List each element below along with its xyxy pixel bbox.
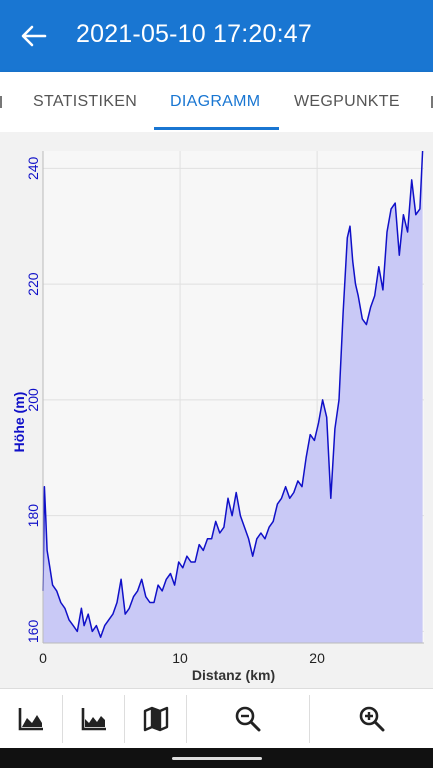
y-tick-label: 160: [25, 620, 41, 644]
tab-wegpunkte[interactable]: WEGPUNKTE: [294, 93, 400, 110]
x-tick-label: 0: [39, 650, 47, 666]
tab-statistiken[interactable]: STATISTIKEN: [33, 93, 138, 110]
zoom-out-button[interactable]: [187, 689, 309, 749]
speed-profile-icon: [81, 708, 106, 731]
active-tab-indicator: [154, 127, 279, 130]
zoom-in-icon: [359, 706, 384, 732]
zoom-out-icon: [235, 706, 261, 732]
home-gesture-pill[interactable]: [172, 757, 262, 760]
arrow-back-icon: [21, 25, 47, 47]
toolbar-divider: [124, 695, 125, 743]
speed-profile-button[interactable]: [63, 689, 124, 749]
y-tick-label: 220: [25, 272, 41, 296]
toolbar-divider: [62, 695, 63, 743]
y-tick-label: 240: [25, 156, 41, 180]
bottom-toolbar: [0, 688, 433, 749]
x-tick-label: 20: [309, 650, 325, 666]
elevation-profile-icon: [18, 708, 43, 731]
zoom-in-button[interactable]: [310, 689, 433, 749]
elevation-line: [42, 150, 424, 638]
page-title: 2021-05-10 17:20:47: [76, 20, 312, 48]
back-button[interactable]: [18, 22, 50, 50]
tab-overflow-right: [431, 96, 433, 108]
x-axis-title: Distanz (km): [192, 667, 275, 683]
x-tick-label: 10: [172, 650, 188, 666]
toolbar-divider: [186, 695, 187, 743]
y-axis-title: Höhe (m): [11, 392, 27, 453]
y-tick-label: 200: [25, 388, 41, 412]
map-icon: [143, 706, 168, 732]
elevation-chart[interactable]: 0 10 20 160 180 200 220 240 Distanz (km) Höhe (m): [0, 132, 433, 688]
elevation-chart-svg: 0 10 20 160 180 200 220 240 Distanz (km) Höhe (m): [11, 150, 424, 683]
tab-diagramm[interactable]: DIAGRAMM: [170, 93, 261, 110]
toolbar-divider: [309, 695, 310, 743]
app-bar: 2021-05-10 17:20:47: [0, 0, 433, 72]
elevation-area-fill: [43, 151, 423, 643]
y-tick-label: 180: [25, 504, 41, 528]
elevation-profile-button[interactable]: [0, 689, 62, 749]
map-button[interactable]: [125, 689, 186, 749]
tab-bar: STATISTIKEN DIAGRAMM WEGPUNKTE: [0, 72, 433, 132]
tab-overflow-left: [0, 96, 2, 108]
